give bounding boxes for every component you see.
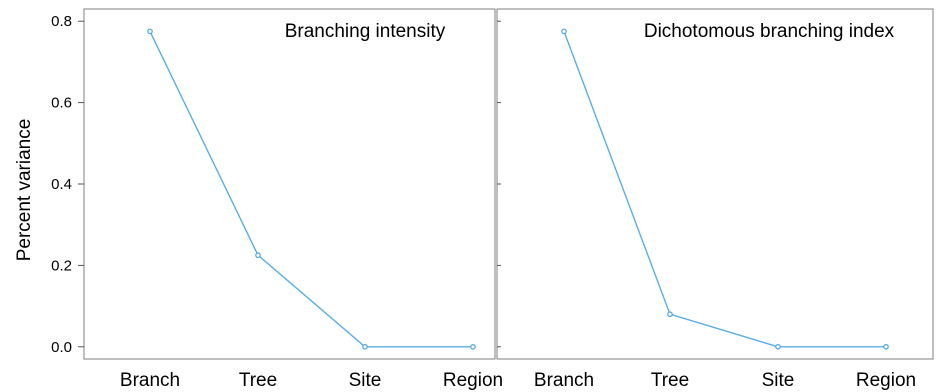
x-tick-label-branch: Branch <box>534 370 594 391</box>
x-tick-label-tree: Tree <box>651 370 689 391</box>
y-axis-label: Percent variance <box>14 119 35 262</box>
y-tick-label: 0.0 <box>51 339 72 356</box>
panel-title: Dichotomous branching index <box>644 21 895 42</box>
data-point-branch <box>147 28 153 35</box>
x-tick-label-region: Region <box>443 370 503 391</box>
data-point-branch <box>561 28 567 35</box>
x-category-labels: Branch Tree Site Region <box>534 370 916 391</box>
y-ticks <box>497 20 501 348</box>
data-point-region <box>470 343 476 350</box>
panel-dichotomous-branching-index: Dichotomous branching index Branch Tree Si… <box>496 8 934 391</box>
x-tick-label-site: Site <box>349 370 382 391</box>
x-tick-label-tree: Tree <box>239 370 277 391</box>
y-tick-label: 0.4 <box>51 176 72 193</box>
y-tick-label: 0.8 <box>51 13 72 30</box>
series-points <box>561 28 889 350</box>
series-points <box>147 28 476 350</box>
y-tick-label: 0.6 <box>51 95 72 112</box>
data-point-region <box>883 343 889 350</box>
panel-frame <box>83 8 496 360</box>
panel-frame <box>496 8 934 360</box>
x-tick-label-region: Region <box>856 370 916 391</box>
series-line <box>149 31 473 348</box>
y-ticks: 0.0 0.2 0.4 0.6 0.8 <box>51 13 84 356</box>
y-tick-label: 0.2 <box>51 257 72 274</box>
x-tick-label-site: Site <box>762 370 795 391</box>
panel-title: Branching intensity <box>285 21 446 42</box>
panel-branching-intensity: Branching intensity 0.0 0.2 0.4 0.6 0.8 Bran… <box>51 8 503 391</box>
data-point-site <box>775 343 781 350</box>
data-point-tree <box>667 311 673 318</box>
data-point-site <box>362 343 368 350</box>
series-line <box>563 31 886 348</box>
x-tick-label-branch: Branch <box>120 370 180 391</box>
x-category-labels: Branch Tree Site Region <box>120 370 503 391</box>
data-point-tree <box>255 252 261 259</box>
